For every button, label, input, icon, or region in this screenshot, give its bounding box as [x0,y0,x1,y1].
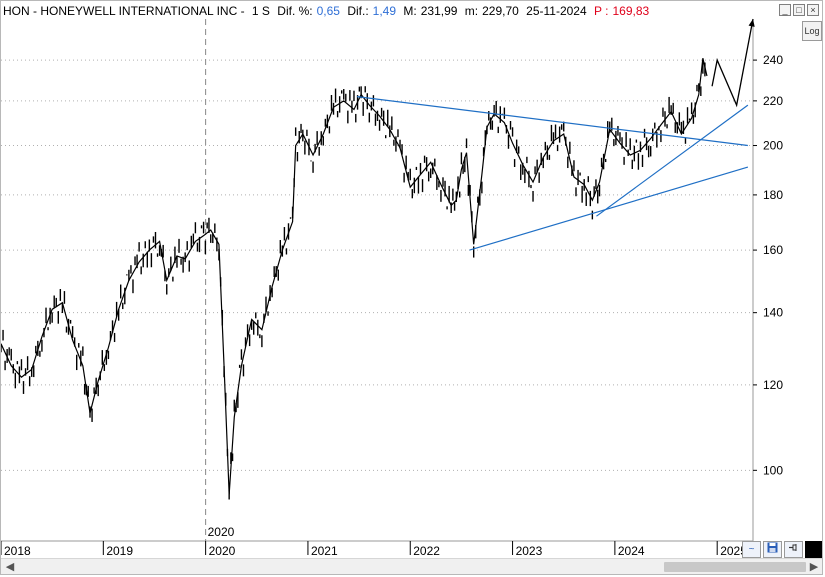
price-value: 169,83 [612,4,650,18]
x-tick-label: 2023 [516,544,543,558]
horizontal-scrollbar[interactable]: ◀ ▶ [1,558,822,574]
dif-pct-label: Dif. %: [277,4,313,18]
maximize-button[interactable]: □ [793,4,805,16]
y-tick-label: 140 [763,306,783,320]
dif-value: 1,49 [372,4,397,18]
x-tick-label: 2022 [413,544,440,558]
scrollbar-thumb[interactable] [664,562,806,572]
pin-icon[interactable] [784,541,803,558]
chart-header: HON - HONEYWELL INTERNATIONAL INC - 1 S … [3,3,763,19]
x-tick-label: 2024 [618,544,645,558]
scroll-left-icon[interactable]: ◀ [5,561,15,573]
wave-icon[interactable]: ~ [742,541,761,558]
year-marker-label: 2020 [208,525,235,539]
min-label: m: [464,4,479,18]
dif-label: Dif.: [347,4,369,18]
price-series [1,58,708,500]
y-tick-label: 180 [763,188,783,202]
close-button[interactable]: × [807,4,819,16]
y-tick-label: 200 [763,139,783,153]
save-icon[interactable] [763,541,782,558]
y-tick-label: 160 [763,243,783,257]
color-swatch-icon[interactable] [805,541,822,558]
window-controls: _ □ × [779,4,819,16]
price-line [1,58,708,495]
trendlines[interactable] [356,96,749,251]
min-value: 229,70 [482,4,519,18]
grid-lines [1,59,753,471]
ticker-label: HON - HONEYWELL INTERNATIONAL INC - [3,4,245,18]
x-tick-label: 2021 [311,544,338,558]
time-axis: 2018 2019 2020 2021 2022 2023 2024 2025 [1,541,747,558]
minimize-button[interactable]: _ [779,4,791,16]
log-scale-button[interactable]: Log [802,21,822,41]
trendline [596,104,749,217]
y-tick-label: 100 [763,463,783,477]
period-label: 1 S [251,4,270,18]
x-tick-label: 2025 [720,544,747,558]
x-tick-label: 2020 [209,544,236,558]
dif-pct-value: 0,65 [316,4,340,18]
max-value: 231,99 [420,4,458,18]
scroll-right-icon[interactable]: ▶ [809,561,819,573]
forecast-arrow[interactable] [711,18,755,108]
x-tick-label: 2018 [4,544,31,558]
forecast-arrow-path [711,18,754,108]
x-tick-label: 2019 [106,544,133,558]
price-label: P : [594,4,609,18]
max-label: M: [403,4,417,18]
trendline [469,166,749,251]
trendline [356,96,748,147]
price-axis: 100 120 140 160 180 200 220 240 [753,53,783,477]
date-value: 25-11-2024 [526,4,587,18]
y-tick-label: 240 [763,53,783,67]
arrow-head-icon [748,19,755,27]
y-tick-label: 220 [763,94,783,108]
chart-toolbar: ~ [742,541,822,558]
y-tick-label: 120 [763,378,783,392]
